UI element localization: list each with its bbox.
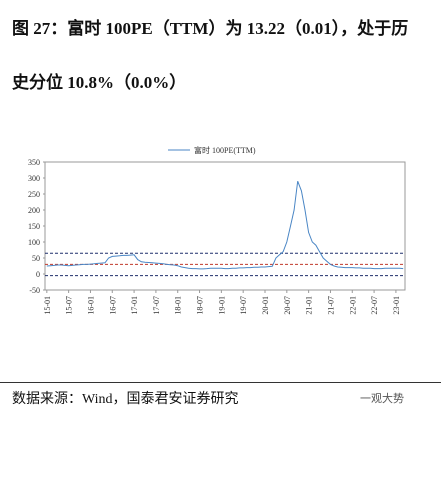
x-tick-label: 18-01 [174,296,183,315]
x-tick-label: 16-01 [86,296,95,315]
y-tick-label: 350 [28,158,40,167]
title-line: 史分位 10.8%（0.0%） [12,73,187,92]
x-tick-label: 19-07 [239,296,248,315]
x-tick-label: 22-07 [370,296,379,315]
x-tick-label: 20-01 [261,296,270,315]
legend-label: 富时 100PE(TTM) [194,145,256,155]
watermark: 一观大势 [360,393,404,405]
rule [0,382,441,383]
y-tick-label: 100 [28,238,40,247]
y-tick-label: 200 [28,206,40,215]
x-tick-label: 20-07 [283,296,292,315]
y-tick-label: 150 [28,222,40,231]
chart: -50 0 50 100 150 200 250 300 350 15-01 15-07 16-01 1… [28,145,406,315]
y-tick-label: 250 [28,190,40,199]
plot-frame [44,161,406,291]
series-line [46,181,404,270]
x-tick-label: 15-01 [43,296,52,315]
y-tick-label: 300 [28,174,40,183]
x-tick-label: 17-01 [130,296,139,315]
source: 数据来源：Wind，国泰君安证券研究 [12,392,239,407]
title-line: 图 27：富时 100PE（TTM）为 13.22（0.01），处于历 [12,19,409,38]
x-tick-label: 18-07 [196,296,205,315]
y-tick-label: -50 [29,286,40,295]
x-tick-label: 21-07 [326,296,335,315]
x-tick-label: 17-07 [152,296,161,315]
page: 图 27：富时 100PE（TTM）为 13.22（0.01），处于历 史分位 … [0,19,441,407]
y-tick-label: 0 [36,270,40,279]
x-tick-label: 16-07 [108,296,117,315]
x-tick-label: 23-01 [392,296,401,315]
y-tick-label: 50 [32,254,40,263]
x-tick-label: 21-01 [305,296,314,315]
x-tick-label: 19-01 [217,296,226,315]
x-tick-label: 22-01 [348,296,357,315]
x-tick-label: 15-07 [65,296,74,315]
